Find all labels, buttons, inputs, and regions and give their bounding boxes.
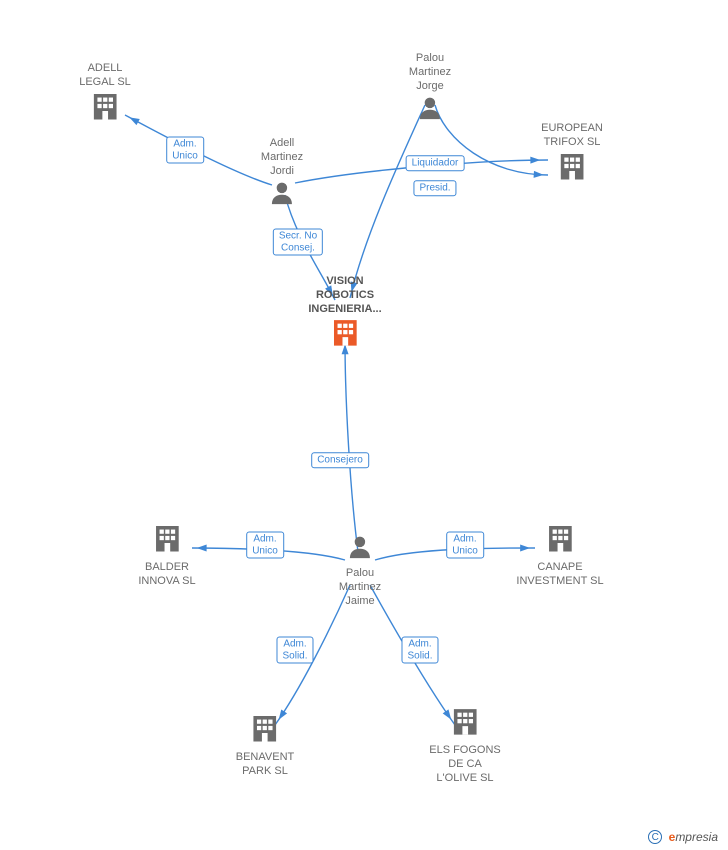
node-els_fogons: ELS FOGONS DE CA L'OLIVE SL (429, 705, 501, 785)
person-icon (409, 93, 451, 128)
node-adell_legal: ADELL LEGAL SL (79, 62, 131, 129)
node-canape_inv: CANAPE INVESTMENT SL (516, 522, 603, 589)
arrowhead-icon (530, 157, 540, 164)
building-icon (236, 712, 294, 751)
node-label: CANAPE INVESTMENT SL (516, 561, 603, 589)
building-icon (79, 89, 131, 128)
node-palou_jorge: Palou Martinez Jorge (409, 52, 451, 128)
node-label: ELS FOGONS DE CA L'OLIVE SL (429, 744, 501, 785)
brand-label: empresia (669, 830, 718, 844)
building-icon (308, 316, 381, 355)
copyright: C empresia (648, 829, 718, 844)
edge-label-e3: Secr. No Consej. (273, 229, 323, 256)
node-european_trifox: EUROPEAN TRIFOX SL (541, 122, 603, 189)
edge-label-e7: Adm. Unico (246, 532, 284, 559)
node-balder_innova: BALDER INNOVA SL (138, 522, 195, 589)
edge-label-e10: Adm. Solid. (401, 637, 438, 664)
node-adell_jordi: Adell Martinez Jordi (261, 137, 303, 213)
building-icon (138, 522, 195, 561)
person-icon (339, 532, 381, 567)
node-label: Palou Martinez Jorge (409, 52, 451, 93)
node-label: BALDER INNOVA SL (138, 561, 195, 589)
arrowhead-icon (197, 545, 207, 552)
node-label: BENAVENT PARK SL (236, 751, 294, 779)
node-label: ADELL LEGAL SL (79, 62, 131, 90)
node-benavent_park: BENAVENT PARK SL (236, 712, 294, 779)
diagram-canvas: ADELL LEGAL SL Palou Martinez Jorge Adel… (0, 0, 728, 850)
person-icon (261, 178, 303, 213)
node-label: VISION ROBOTICS INGENIERIA... (308, 275, 381, 316)
edge-e6 (345, 340, 358, 552)
edge-label-e4: Presid. (413, 180, 456, 196)
building-icon (541, 149, 603, 188)
node-label: EUROPEAN TRIFOX SL (541, 122, 603, 150)
edge-label-e9: Adm. Solid. (276, 637, 313, 664)
node-palou_jaime: Palou Martinez Jaime (339, 532, 381, 608)
building-icon (516, 522, 603, 561)
edge-label-e6: Consejero (311, 452, 369, 468)
edge-label-e8: Adm. Unico (446, 532, 484, 559)
copyright-symbol: C (648, 830, 662, 844)
arrowhead-icon (129, 117, 139, 125)
node-label: Adell Martinez Jordi (261, 137, 303, 178)
edge-e5 (350, 105, 425, 298)
edge-label-e1: Adm. Unico (166, 137, 204, 164)
building-icon (429, 705, 501, 744)
edge-label-e2: Liquidador (406, 155, 465, 171)
node-label: Palou Martinez Jaime (339, 567, 381, 608)
node-vision_robotics: VISION ROBOTICS INGENIERIA... (308, 275, 381, 355)
